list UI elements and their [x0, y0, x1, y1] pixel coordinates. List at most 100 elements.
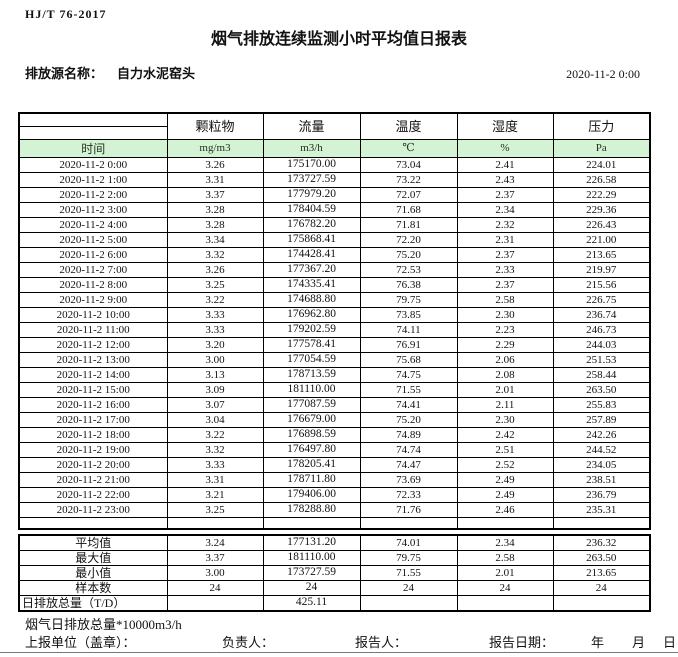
value-cell: 76.38 — [359, 277, 458, 293]
time-cell: 2020-11-2 16:00 — [18, 397, 168, 413]
value-cell: 226.43 — [552, 217, 651, 233]
data-row: 2020-11-2 15:00 3.09 181110.00 71.55 2.01 263… — [18, 382, 651, 398]
value-cell: 3.33 — [166, 322, 264, 338]
value-cell: 178205.41 — [262, 457, 361, 473]
value-cell: 74.89 — [359, 427, 458, 443]
value-cell: 178711.80 — [262, 472, 361, 488]
value-cell: 174428.41 — [262, 247, 361, 263]
value-cell: 263.50 — [552, 382, 651, 398]
value-cell: 175868.41 — [262, 232, 361, 248]
value-cell: 215.56 — [552, 277, 651, 293]
value-cell: 3.31 — [166, 472, 264, 488]
value-cell: 3.04 — [166, 412, 264, 428]
value-cell: 3.00 — [166, 565, 264, 581]
value-cell: 2.34 — [456, 202, 554, 218]
value-cell: 3.26 — [166, 262, 264, 278]
value-cell: 213.65 — [552, 565, 651, 581]
value-cell: 2.33 — [456, 262, 554, 278]
time-cell: 2020-11-2 15:00 — [18, 382, 168, 398]
time-cell: 2020-11-2 4:00 — [18, 217, 168, 233]
value-cell: 3.20 — [166, 337, 264, 353]
summary-row: 平均值 3.24 177131.20 74.01 2.34 236.32 — [18, 534, 651, 551]
value-cell: 219.97 — [552, 262, 651, 278]
data-row: 2020-11-2 8:00 3.25 174335.41 76.38 2.37 215.… — [18, 277, 651, 293]
value-cell: 236.74 — [552, 307, 651, 323]
empty-header-cell — [18, 112, 168, 127]
unit-pressure: Pa — [552, 139, 651, 158]
value-cell: 3.33 — [166, 307, 264, 323]
value-cell — [359, 595, 458, 612]
value-cell: 235.31 — [552, 502, 651, 518]
time-cell: 2020-11-2 1:00 — [18, 172, 168, 188]
report-datetime: 2020-11-2 0:00 — [566, 67, 640, 81]
bottom-divider — [0, 652, 678, 653]
value-cell: 255.83 — [552, 397, 651, 413]
value-cell: 174335.41 — [262, 277, 361, 293]
value-cell: 3.26 — [166, 157, 264, 173]
value-cell: 221.00 — [552, 232, 651, 248]
month-label: 月 — [632, 635, 646, 650]
value-cell: 71.55 — [359, 565, 458, 581]
emission-source: 排放源名称： 自力水泥窑头 — [25, 63, 195, 82]
value-cell: 2.37 — [456, 277, 554, 293]
value-cell: 3.32 — [166, 247, 264, 263]
value-cell: 177979.20 — [262, 187, 361, 203]
value-cell: 2.29 — [456, 337, 554, 353]
data-row: 2020-11-2 9:00 3.22 174688.80 79.75 2.58 226.… — [18, 292, 651, 308]
value-cell: 72.07 — [359, 187, 458, 203]
time-cell: 2020-11-2 12:00 — [18, 337, 168, 353]
value-cell: 238.51 — [552, 472, 651, 488]
time-cell: 2020-11-2 18:00 — [18, 427, 168, 443]
value-cell: 72.53 — [359, 262, 458, 278]
value-cell: 222.29 — [552, 187, 651, 203]
time-cell: 2020-11-2 8:00 — [18, 277, 168, 293]
value-cell: 3.28 — [166, 217, 264, 233]
value-cell: 73.04 — [359, 157, 458, 173]
data-row: 2020-11-2 4:00 3.28 176782.20 71.81 2.32 226.… — [18, 217, 651, 233]
summary-row: 样本数 24 24 24 24 24 — [18, 580, 651, 596]
time-column-header: 时间 — [18, 139, 168, 158]
data-row: 2020-11-2 17:00 3.04 176679.00 75.20 2.30 257… — [18, 412, 651, 428]
summary-row: 最大值 3.37 181110.00 79.75 2.58 263.50 — [18, 550, 651, 566]
value-cell: 2.51 — [456, 442, 554, 458]
value-cell: 24 — [359, 580, 458, 596]
value-cell: 72.20 — [359, 232, 458, 248]
value-cell: 177578.41 — [262, 337, 361, 353]
value-cell: 2.01 — [456, 382, 554, 398]
value-cell: 3.37 — [166, 550, 264, 566]
value-cell: 72.33 — [359, 487, 458, 503]
value-cell: 74.47 — [359, 457, 458, 473]
time-cell: 2020-11-2 9:00 — [18, 292, 168, 308]
value-cell: 2.58 — [456, 292, 554, 308]
data-row: 2020-11-2 0:00 3.26 175170.00 73.04 2.41 224.… — [18, 157, 651, 173]
value-cell: 79.75 — [359, 292, 458, 308]
value-cell: 75.20 — [359, 412, 458, 428]
year-label: 年 — [591, 635, 605, 650]
value-cell: 234.05 — [552, 457, 651, 473]
summary-label-cell: 最小值 — [18, 565, 168, 581]
value-cell: 2.37 — [456, 187, 554, 203]
summary-table: 平均值 3.24 177131.20 74.01 2.34 236.32 最大值 3.37 18… — [18, 534, 651, 612]
value-cell: 246.73 — [552, 322, 651, 338]
value-cell: 3.13 — [166, 367, 264, 383]
value-cell: 175170.00 — [262, 157, 361, 173]
value-cell: 2.11 — [456, 397, 554, 413]
time-cell: 2020-11-2 13:00 — [18, 352, 168, 368]
value-cell: 176497.80 — [262, 442, 361, 458]
value-cell: 3.24 — [166, 534, 264, 551]
day-label: 日 — [663, 635, 677, 650]
data-row: 2020-11-2 3:00 3.28 178404.59 71.68 2.34 229.… — [18, 202, 651, 218]
unit-flow: m3/h — [262, 139, 361, 158]
value-cell: 24 — [262, 580, 361, 596]
value-cell: 2.23 — [456, 322, 554, 338]
value-cell: 3.33 — [166, 457, 264, 473]
value-cell: 3.07 — [166, 397, 264, 413]
time-cell: 2020-11-2 5:00 — [18, 232, 168, 248]
column-header-temperature: 温度 — [359, 112, 458, 140]
value-cell: 3.34 — [166, 232, 264, 248]
time-cell: 2020-11-2 7:00 — [18, 262, 168, 278]
data-row: 2020-11-2 14:00 3.13 178713.59 74.75 2.08 258… — [18, 367, 651, 383]
value-cell: 177087.59 — [262, 397, 361, 413]
value-cell: 3.25 — [166, 277, 264, 293]
data-row: 2020-11-2 13:00 3.00 177054.59 75.68 2.06 251… — [18, 352, 651, 368]
